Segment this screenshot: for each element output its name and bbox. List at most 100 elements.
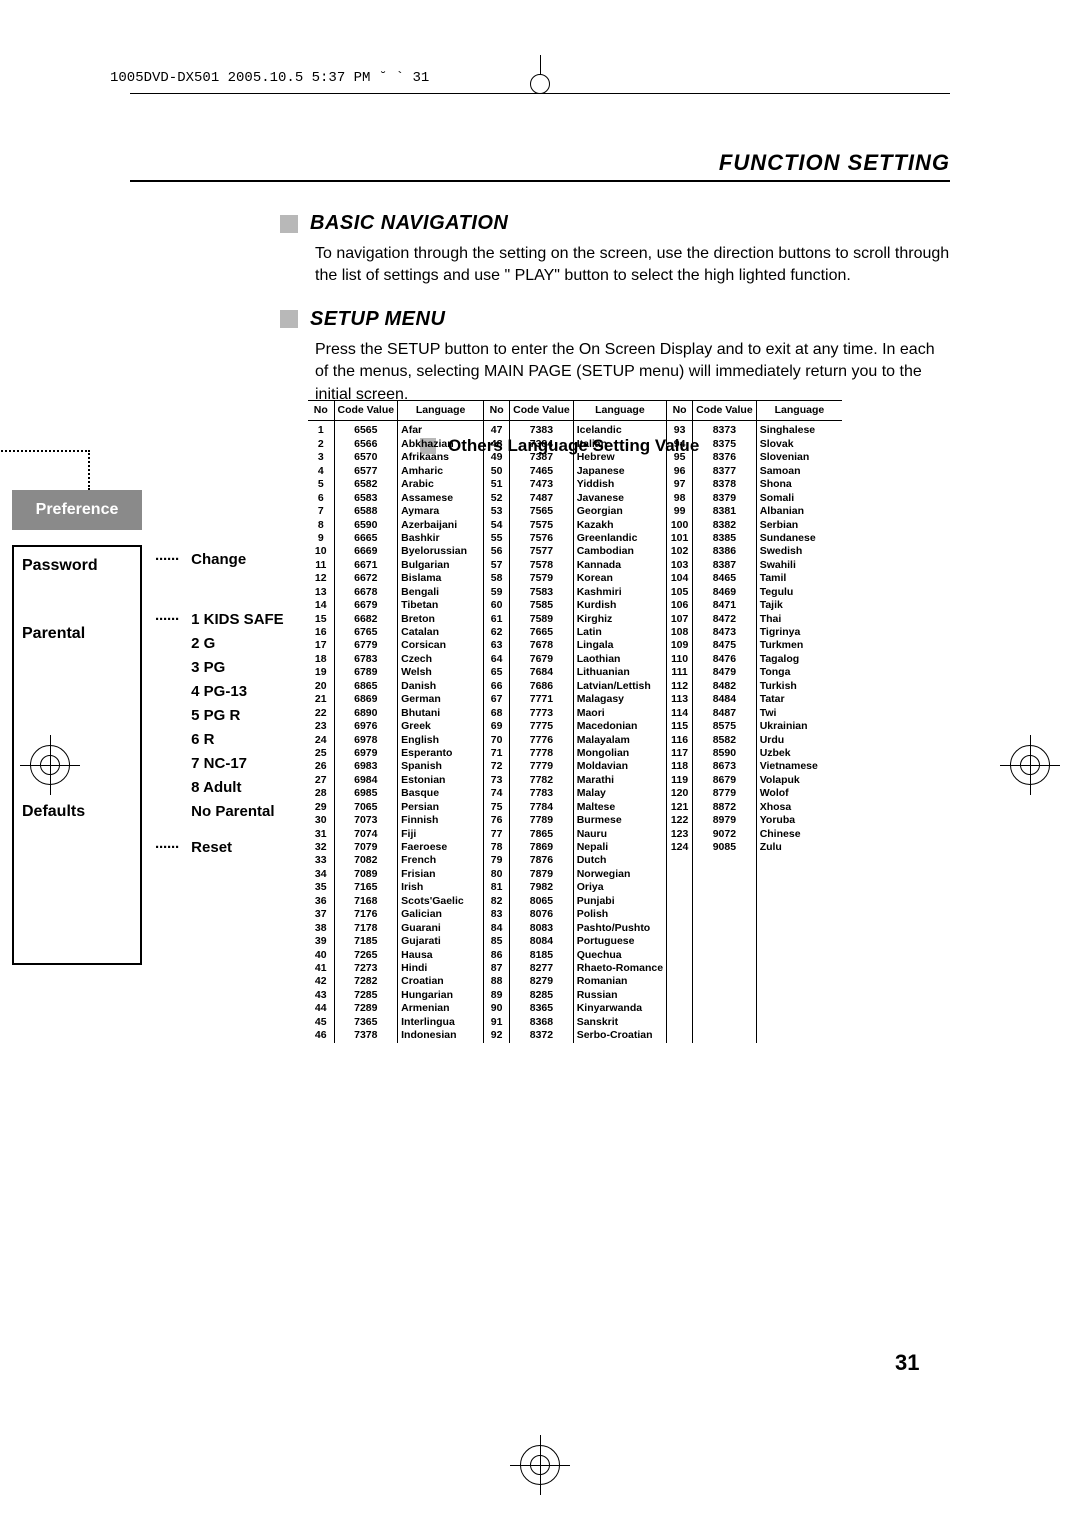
cell-no: 95 <box>667 451 693 464</box>
cell-no: 75 <box>484 801 510 814</box>
cell-code: 7771 <box>510 693 574 706</box>
cell-no <box>667 962 693 975</box>
cell-code: 6789 <box>334 666 398 679</box>
cell-code: 6566 <box>334 438 398 451</box>
table-row: 447289Armenian908365Kinyarwanda <box>308 1002 842 1015</box>
dotted-line <box>88 450 90 490</box>
cell-lang: Corsican <box>398 639 484 652</box>
cell-no: 19 <box>308 666 334 679</box>
cell-code: 6671 <box>334 559 398 572</box>
cell-code: 7365 <box>334 1016 398 1029</box>
table-row: 16565Afar477383Icelandic938373Singhalese <box>308 421 842 438</box>
table-row: 357165Irish817982Oriya <box>308 881 842 894</box>
cell-lang: Hausa <box>398 949 484 962</box>
cell-code: 7775 <box>510 720 574 733</box>
cell-no: 74 <box>484 787 510 800</box>
cell-code: 8277 <box>510 962 574 975</box>
page-number: 31 <box>895 1350 919 1376</box>
cell-code: 7176 <box>334 908 398 921</box>
crop-mark <box>530 74 550 94</box>
table-row: 236976Greek697775Macedonian1158575Ukrain… <box>308 720 842 733</box>
cell-no <box>667 854 693 867</box>
cell-code: 6984 <box>334 774 398 787</box>
cell-no: 34 <box>308 868 334 881</box>
cell-code: 7165 <box>334 881 398 894</box>
cell-no: 6 <box>308 492 334 505</box>
setup-menu-text: Press the SETUP button to enter the On S… <box>315 339 950 406</box>
cell-lang: Volapuk <box>756 774 842 787</box>
cell-code: 7185 <box>334 935 398 948</box>
cell-no: 67 <box>484 693 510 706</box>
cell-code: 8484 <box>693 693 757 706</box>
cell-no: 45 <box>308 1016 334 1029</box>
cell-no: 53 <box>484 505 510 518</box>
cell-no: 87 <box>484 962 510 975</box>
cell-no: 52 <box>484 492 510 505</box>
cell-lang: Romanian <box>573 975 666 988</box>
submenu-change: ······ Change <box>155 548 284 572</box>
cell-lang: Sundanese <box>756 532 842 545</box>
menu-item-password: Password <box>22 557 132 575</box>
cell-no: 86 <box>484 949 510 962</box>
cell-lang: Oriya <box>573 881 666 894</box>
crop-mark-bottom <box>510 1435 570 1495</box>
cell-no: 77 <box>484 828 510 841</box>
cell-code <box>693 949 757 962</box>
cell-no: 47 <box>484 421 510 438</box>
cell-no: 116 <box>667 734 693 747</box>
cell-no: 11 <box>308 559 334 572</box>
cell-no: 27 <box>308 774 334 787</box>
table-row: 457365Interlingua918368Sanskrit <box>308 1016 842 1029</box>
cell-no: 92 <box>484 1029 510 1042</box>
table-row: 116671Bulgarian577578Kannada1038387Swahi… <box>308 559 842 572</box>
print-header: 1005DVD-DX501 2005.10.5 5:37 PM ˘ ` 31 <box>110 70 429 86</box>
submenu-parental-8: ······ 8 Adult <box>155 776 284 800</box>
cell-code: 8376 <box>693 451 757 464</box>
cell-no: 48 <box>484 438 510 451</box>
cell-no: 110 <box>667 653 693 666</box>
table-row: 276984Estonian737782Marathi1198679Volapu… <box>308 774 842 787</box>
cell-lang: Malay <box>573 787 666 800</box>
cell-lang: Kirghiz <box>573 613 666 626</box>
crop-mark-right <box>1000 735 1060 795</box>
cell-lang: Esperanto <box>398 747 484 760</box>
cell-lang: Spanish <box>398 760 484 773</box>
cell-code: 8475 <box>693 639 757 652</box>
cell-no: 66 <box>484 680 510 693</box>
cell-code: 7583 <box>510 586 574 599</box>
cell-code: 7577 <box>510 545 574 558</box>
cell-no: 101 <box>667 532 693 545</box>
submenu-parental-6: ······ 6 R <box>155 728 284 752</box>
table-row: 317074Fiji777865Nauru1239072Chinese <box>308 828 842 841</box>
cell-lang: Turkish <box>756 680 842 693</box>
cell-code <box>693 908 757 921</box>
cell-lang: Serbo-Croatian <box>573 1029 666 1042</box>
cell-no: 113 <box>667 693 693 706</box>
cell-code: 8185 <box>510 949 574 962</box>
cell-code: 8368 <box>510 1016 574 1029</box>
cell-lang: Azerbaijani <box>398 519 484 532</box>
cell-code: 8285 <box>510 989 574 1002</box>
cell-no: 98 <box>667 492 693 505</box>
cell-no: 94 <box>667 438 693 451</box>
cell-no: 81 <box>484 881 510 894</box>
cell-lang: Bhutani <box>398 707 484 720</box>
cell-no: 59 <box>484 586 510 599</box>
cell-no: 1 <box>308 421 334 438</box>
cell-lang: Interlingua <box>398 1016 484 1029</box>
cell-code: 7575 <box>510 519 574 532</box>
cell-no: 108 <box>667 626 693 639</box>
cell-code: 7876 <box>510 854 574 867</box>
cell-lang: Somali <box>756 492 842 505</box>
cell-no: 26 <box>308 760 334 773</box>
table-row: 176779Corsican637678Lingala1098475Turkme… <box>308 639 842 652</box>
cell-no: 44 <box>308 1002 334 1015</box>
cell-code: 8377 <box>693 465 757 478</box>
cell-code: 7074 <box>334 828 398 841</box>
cell-lang: Japanese <box>573 465 666 478</box>
cell-code: 7289 <box>334 1002 398 1015</box>
cell-code: 7686 <box>510 680 574 693</box>
cell-lang: Hungarian <box>398 989 484 1002</box>
cell-code <box>693 881 757 894</box>
cell-code: 6679 <box>334 599 398 612</box>
